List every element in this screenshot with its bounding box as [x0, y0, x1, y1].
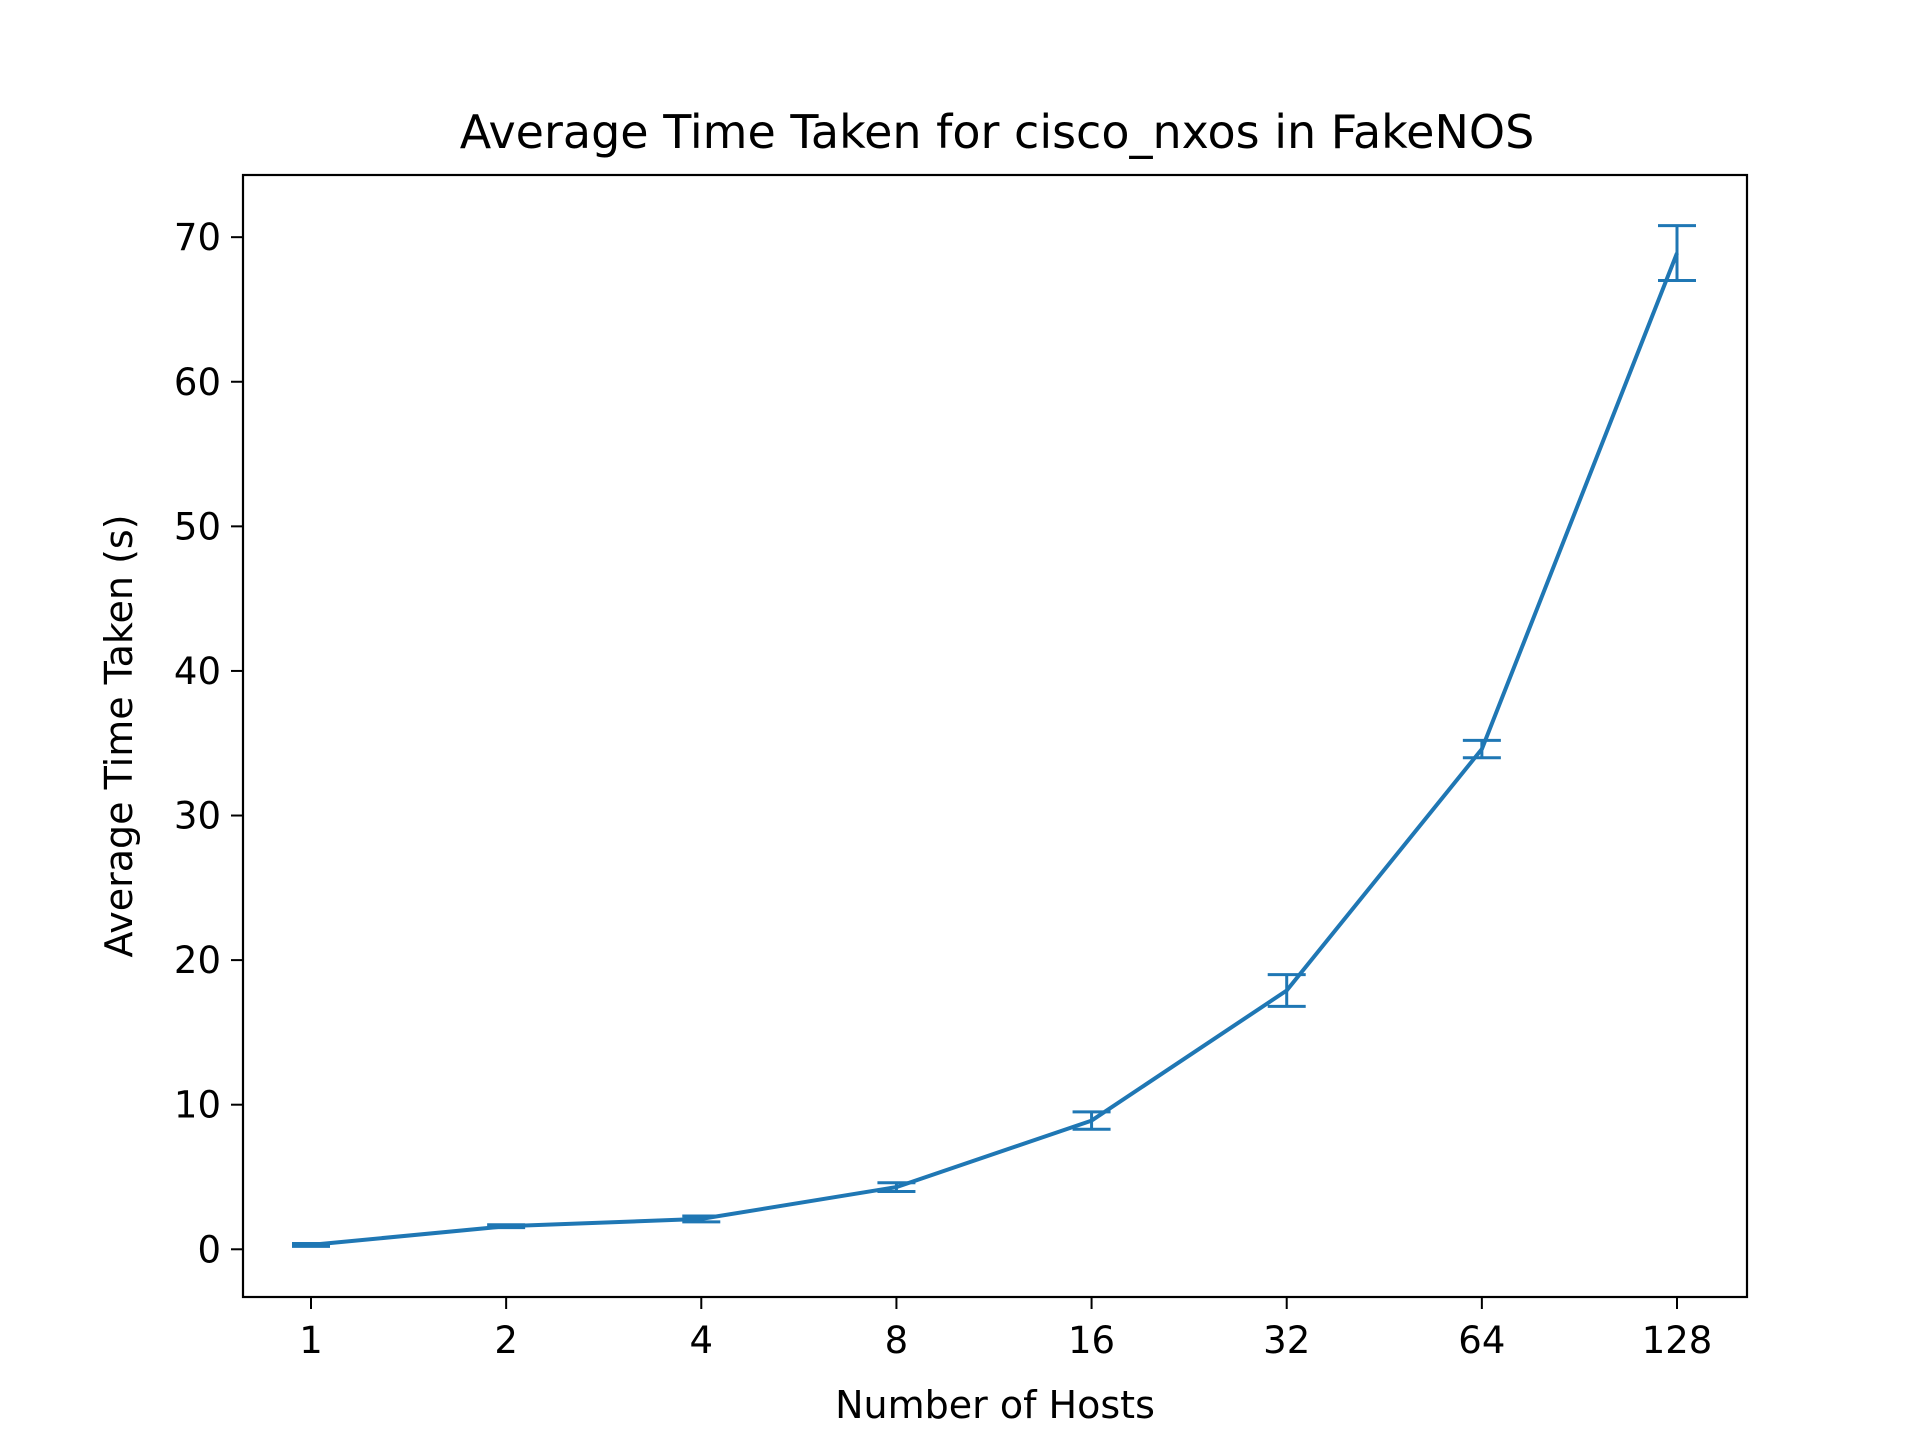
y-tick-label: 30	[174, 795, 221, 838]
data-point	[310, 1244, 312, 1246]
x-tick-label: 32	[1263, 1319, 1310, 1362]
x-tick-label: 2	[494, 1319, 518, 1362]
y-tick-label: 50	[174, 505, 221, 548]
data-point	[1091, 1120, 1093, 1122]
series-line	[310, 252, 1679, 1247]
data-point	[1676, 252, 1678, 254]
y-tick-label: 10	[174, 1084, 221, 1127]
plot-area	[241, 173, 1749, 1299]
x-tick-label: 1	[299, 1319, 323, 1362]
data-point	[1286, 989, 1288, 991]
x-tick-label: 4	[690, 1319, 714, 1362]
y-axis-label: Average Time Taken (s)	[97, 514, 141, 957]
y-tick-label: 40	[174, 650, 221, 693]
y-tick-label: 70	[174, 216, 221, 259]
y-tick-label: 20	[174, 939, 221, 982]
y-tick-label: 60	[174, 361, 221, 404]
data-point	[1481, 748, 1483, 750]
x-tick-label: 128	[1642, 1319, 1713, 1362]
x-tick-label: 8	[885, 1319, 909, 1362]
y-axis: 0 10 20 30 40 50 60 70	[174, 216, 243, 1271]
plot-frame	[241, 173, 1749, 1299]
x-tick-label: 64	[1458, 1319, 1505, 1362]
data-point	[895, 1186, 897, 1188]
chart-title: Average Time Taken for cisco_nxos in Fak…	[460, 105, 1535, 159]
series-layer	[292, 224, 1696, 1248]
data-point	[505, 1225, 507, 1227]
data-point	[700, 1218, 702, 1220]
x-axis-label: Number of Hosts	[835, 1383, 1155, 1427]
x-tick-label: 16	[1068, 1319, 1115, 1362]
y-tick-label: 0	[197, 1228, 221, 1271]
x-axis: 1 2 4 8 16 32 64 128	[299, 1297, 1712, 1362]
